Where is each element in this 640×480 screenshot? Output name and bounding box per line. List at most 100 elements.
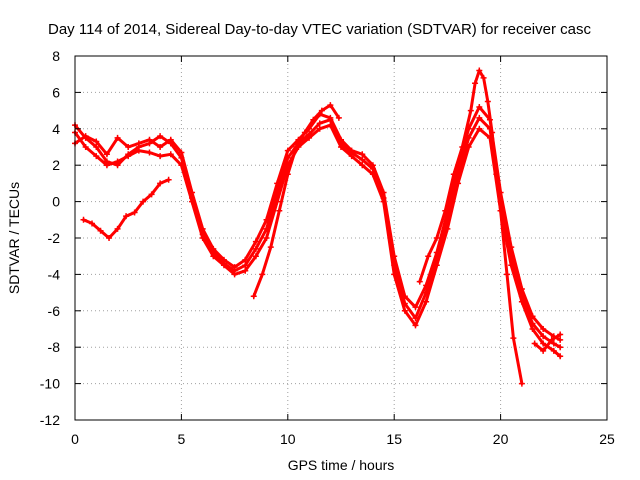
data-point-marker (480, 74, 487, 81)
data-point-marker (493, 171, 500, 178)
data-point-marker (459, 144, 466, 150)
series-track-3 (72, 114, 564, 351)
data-point-marker (89, 220, 96, 227)
data-point-marker (167, 151, 174, 158)
data-point-marker (476, 67, 483, 74)
data-point-marker (114, 162, 121, 169)
data-point-marker (199, 231, 206, 238)
data-point-marker (548, 336, 555, 343)
data-point-marker (93, 144, 100, 150)
data-point-marker (476, 125, 483, 132)
series-track-4 (80, 176, 172, 241)
data-point-marker (306, 131, 313, 138)
data-point-marker (484, 98, 491, 105)
data-point-marker (540, 340, 547, 347)
data-point-marker (557, 353, 564, 360)
data-point-marker (252, 253, 259, 260)
data-point-marker (140, 198, 147, 205)
data-point-marker (310, 116, 317, 123)
data-point-marker (123, 213, 130, 220)
data-point-marker (416, 278, 423, 285)
series-line (533, 333, 562, 353)
x-tick-label: 20 (493, 431, 509, 447)
data-point-marker (157, 180, 164, 187)
data-point-marker (425, 253, 432, 260)
data-point-marker (391, 262, 398, 269)
y-tick-label: -6 (48, 303, 61, 319)
x-tick-label: 5 (178, 431, 186, 447)
x-tick-labels: 0 5 10 15 20 25 (71, 431, 615, 447)
y-tick-label: 0 (52, 194, 60, 210)
data-point-marker (131, 209, 138, 216)
ticks (74, 55, 608, 421)
data-point-marker (550, 340, 557, 347)
data-point-marker (178, 149, 185, 156)
x-tick-label: 25 (599, 431, 615, 447)
data-point-marker (348, 149, 355, 156)
chart-title: Day 114 of 2014, Sidereal Day-to-day VTE… (48, 21, 591, 38)
grid (75, 56, 607, 420)
data-point-marker (318, 107, 325, 114)
data-point-marker (423, 298, 430, 305)
y-tick-label: -4 (48, 266, 61, 282)
data-point-marker (465, 134, 472, 141)
data-point-marker (114, 134, 121, 141)
y-tick-label: 8 (52, 48, 60, 64)
series-track-6 (416, 67, 525, 387)
data-point-marker (157, 144, 164, 150)
data-point-marker (412, 322, 419, 329)
data-point-marker (359, 156, 366, 163)
data-point-marker (103, 158, 110, 165)
data-point-marker (274, 189, 281, 196)
data-point-marker (335, 114, 342, 121)
data-point-marker (263, 235, 270, 241)
data-point-marker (369, 165, 376, 172)
data-point-marker (412, 304, 419, 311)
data-point-marker (301, 129, 308, 136)
data-point-marker (540, 326, 547, 332)
data-point-marker (252, 245, 259, 252)
data-point-marker (327, 116, 334, 123)
data-point-marker (359, 151, 366, 158)
data-point-marker (476, 103, 483, 110)
data-point-marker (114, 225, 121, 232)
data-point-marker (82, 144, 89, 150)
series-track-5 (250, 102, 342, 300)
series-line (73, 105, 562, 342)
data-point-marker (284, 147, 291, 154)
data-point-marker (93, 153, 100, 160)
data-point-marker (242, 267, 249, 274)
series-group (72, 67, 564, 387)
data-point-marker (380, 194, 387, 201)
y-axis-label: SDTVAR / TECUs (6, 182, 22, 294)
data-point-marker (263, 225, 270, 232)
data-point-marker (146, 149, 153, 156)
y-tick-label: 2 (52, 157, 60, 173)
data-point-marker (252, 238, 259, 245)
data-point-marker (510, 335, 517, 342)
y-tick-label: -10 (40, 376, 60, 392)
data-point-marker (423, 289, 430, 296)
data-point-marker (467, 107, 474, 114)
data-point-marker (276, 207, 283, 214)
data-point-marker (250, 293, 257, 300)
y-tick-label: 4 (52, 121, 60, 137)
data-point-marker (293, 144, 300, 150)
data-point-marker (450, 171, 457, 178)
data-point-marker (476, 114, 483, 121)
data-point-marker (135, 144, 142, 150)
data-point-marker (444, 216, 451, 223)
data-point-marker (210, 249, 217, 256)
data-point-marker (125, 151, 132, 158)
y-tick-label: 6 (52, 84, 60, 100)
series-line (82, 178, 171, 240)
data-point-marker (231, 267, 238, 274)
series-line (73, 123, 562, 358)
series-line (252, 103, 341, 298)
data-point-marker (189, 194, 196, 201)
data-point-marker (529, 326, 536, 332)
data-point-marker (557, 331, 564, 338)
data-point-marker (359, 162, 366, 169)
data-point-marker (529, 320, 536, 327)
data-point-marker (531, 340, 538, 347)
